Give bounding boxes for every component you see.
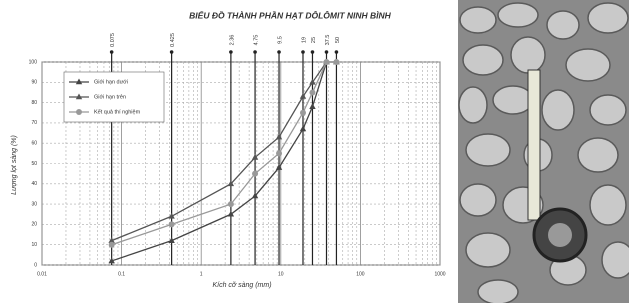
y-tick-label: 20 bbox=[31, 222, 37, 228]
point bbox=[309, 103, 315, 109]
x-tick-label: 10 bbox=[278, 271, 284, 277]
point bbox=[333, 59, 339, 65]
y-axis-label: Lượng lọt sàng (%) bbox=[11, 135, 18, 195]
x-axis-label: Kích cỡ sàng (mm) bbox=[212, 282, 271, 289]
x-tick-label: 100 bbox=[356, 271, 365, 277]
x-tick-label: 0.1 bbox=[118, 271, 125, 277]
sieve-label: 9.5 bbox=[277, 36, 283, 44]
y-tick-label: 0 bbox=[34, 262, 37, 268]
point bbox=[228, 211, 234, 217]
sieve-label: 0.075 bbox=[110, 33, 116, 47]
sieve-label: 50 bbox=[335, 37, 341, 43]
legend-label: Kết quả thí nghiệm bbox=[94, 109, 141, 115]
x-tick-label: 0.01 bbox=[37, 271, 47, 277]
y-tick-label: 90 bbox=[31, 80, 37, 86]
point bbox=[276, 150, 282, 156]
point bbox=[300, 110, 306, 116]
sieve-marker bbox=[325, 50, 329, 54]
sieve-marker bbox=[311, 50, 315, 54]
point bbox=[309, 89, 315, 95]
point bbox=[109, 242, 115, 248]
sieve-marker bbox=[335, 50, 339, 54]
point bbox=[228, 201, 234, 207]
x-tick-label: 1000 bbox=[434, 271, 445, 277]
y-tick-label: 60 bbox=[31, 141, 37, 147]
sieve-marker bbox=[301, 50, 305, 54]
tape-hub bbox=[548, 223, 572, 247]
sieve-marker bbox=[170, 50, 174, 54]
photo bbox=[458, 0, 629, 303]
legend-label: Giới hạn trên bbox=[94, 94, 126, 100]
sieve-label: 25 bbox=[311, 37, 317, 43]
sieve-marker bbox=[277, 50, 281, 54]
point bbox=[169, 221, 175, 227]
sieve-marker bbox=[229, 50, 233, 54]
y-tick-label: 30 bbox=[31, 201, 37, 207]
y-tick-label: 10 bbox=[31, 242, 37, 248]
point bbox=[300, 125, 306, 131]
y-tick-label: 80 bbox=[31, 100, 37, 106]
sieve-label: 2.36 bbox=[229, 35, 235, 46]
measuring-tape bbox=[528, 70, 540, 220]
x-tick-label: 1 bbox=[200, 271, 203, 277]
y-tick-label: 100 bbox=[29, 59, 38, 65]
legend-marker bbox=[76, 109, 82, 115]
sieve-marker bbox=[110, 50, 114, 54]
legend-label: Giới hạn dưới bbox=[94, 79, 128, 85]
sieve-label: 37.5 bbox=[325, 35, 331, 46]
chart-title: BIỂU ĐỒ THÀNH PHẦN HẠT DÔLÔMIT NINH BÌNH bbox=[189, 9, 391, 20]
sieve-label: 0.425 bbox=[170, 33, 176, 47]
y-tick-label: 40 bbox=[31, 181, 37, 187]
chart: BIỂU ĐỒ THÀNH PHẦN HẠT DÔLÔMIT NINH BÌNH… bbox=[0, 0, 456, 303]
y-tick-label: 50 bbox=[31, 161, 37, 167]
sieve-label: 4.75 bbox=[254, 35, 260, 46]
sieve-label: 19 bbox=[301, 37, 307, 43]
y-tick-label: 70 bbox=[31, 120, 37, 126]
point bbox=[252, 171, 258, 177]
page: BIỂU ĐỒ THÀNH PHẦN HẠT DÔLÔMIT NINH BÌNH… bbox=[0, 0, 629, 303]
sieve-marker bbox=[253, 50, 257, 54]
point bbox=[323, 59, 329, 65]
